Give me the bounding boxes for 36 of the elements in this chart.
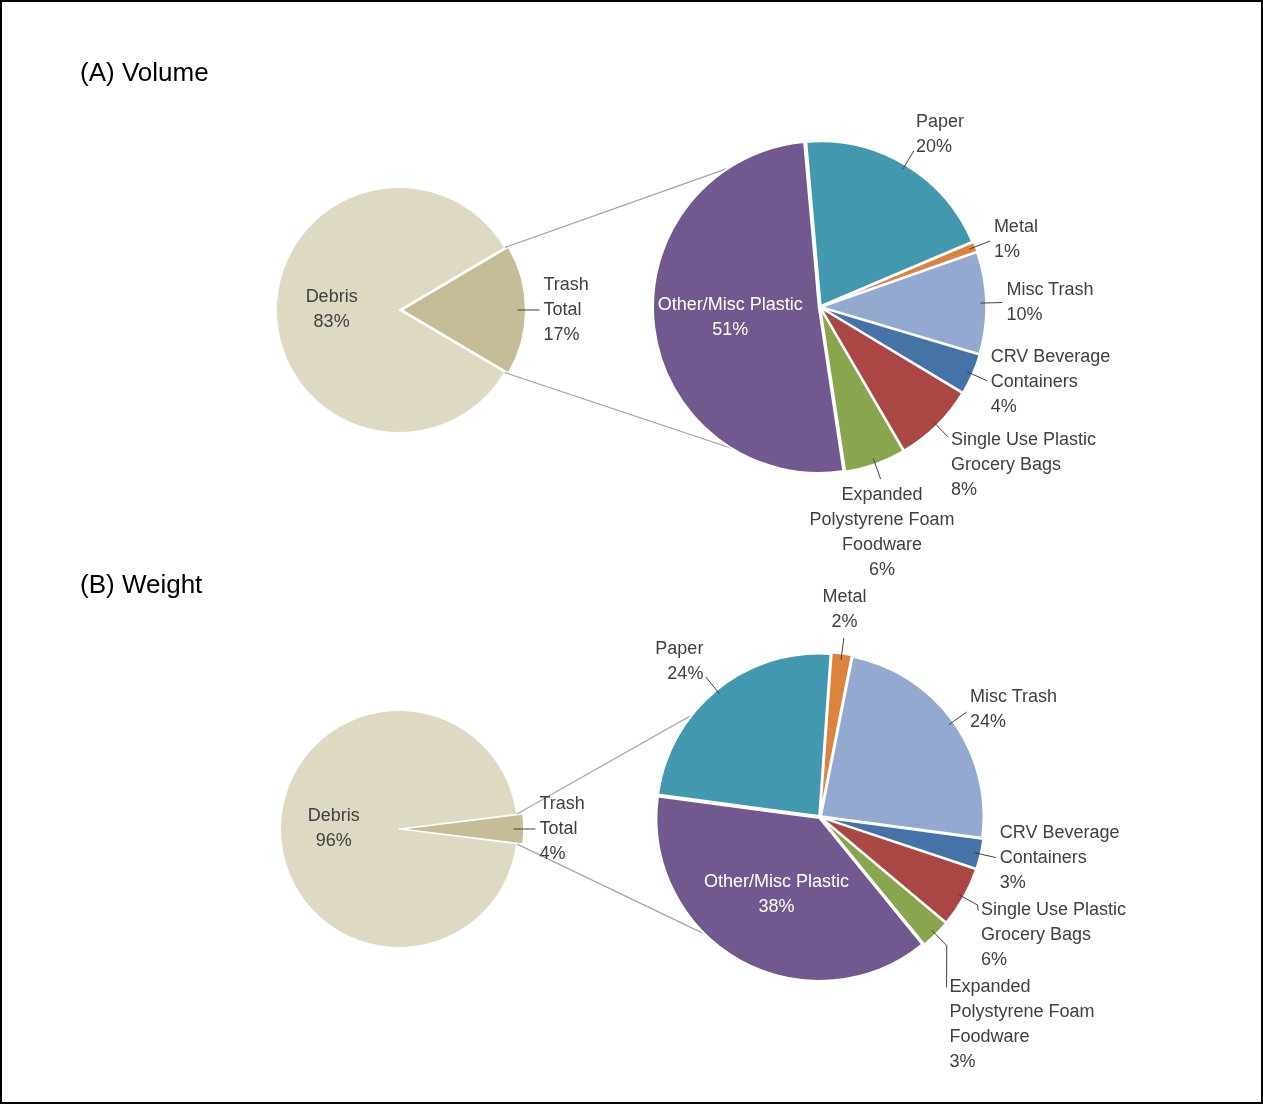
slice-label: Metal (993, 216, 1038, 237)
data-label: 2% (831, 610, 858, 631)
data-label: 24% (970, 711, 1007, 732)
data-label: 96% (315, 830, 352, 851)
data-label: 1% (993, 241, 1020, 262)
slice-label: Trash Total (539, 792, 585, 838)
slice-label: Single Use Plastic Grocery Bags (981, 899, 1127, 945)
data-label: 3% (949, 1051, 976, 1072)
data-label: 10% (1006, 303, 1043, 324)
slice-label: Paper (655, 637, 704, 658)
data-label: 6% (868, 559, 895, 580)
slice-label: CRV Beverage Containers (999, 822, 1120, 868)
slice-label: Misc Trash (1006, 278, 1094, 299)
data-label: 20% (916, 136, 953, 157)
slice-label: Misc Trash (970, 686, 1058, 707)
slice-label: Other/Misc Plastic (703, 871, 849, 892)
slice-label: CRV Beverage Containers (990, 346, 1111, 392)
data-label: 4% (539, 842, 566, 863)
slice-label: Debris (305, 286, 358, 307)
data-label: 38% (758, 896, 795, 917)
data-label: 83% (313, 311, 350, 332)
data-label: 17% (543, 323, 580, 344)
data-label: 3% (999, 872, 1026, 893)
slice-label: Expanded Polystyrene Foam Foodware (949, 976, 1095, 1047)
slice-label: Metal (822, 585, 867, 606)
slice-label: Trash Total (543, 273, 589, 319)
data-label: 4% (990, 396, 1017, 417)
chart-title: (A) Volume (80, 57, 209, 88)
chart-title: (B) Weight (80, 569, 203, 600)
slice-label: Paper (916, 111, 965, 132)
slice-label: Debris (307, 805, 360, 826)
slice-label: Single Use Plastic Grocery Bags (950, 428, 1097, 474)
data-label: 51% (712, 319, 749, 340)
data-label: 24% (667, 662, 704, 683)
data-label: 6% (981, 949, 1008, 970)
slice-label: Other/Misc Plastic (657, 294, 803, 315)
